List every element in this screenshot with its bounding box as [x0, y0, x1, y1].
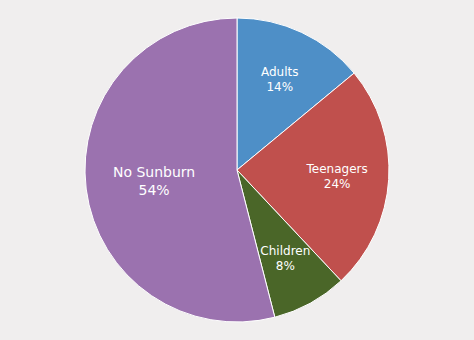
value-label: 54%: [138, 182, 169, 198]
wedges: [85, 18, 389, 322]
pie-chart: Adults14% Teenagers24% Children8% No Sunbur…: [0, 0, 474, 340]
chart-container: Adults14% Teenagers24% Children8% No Sunbur…: [0, 0, 474, 340]
labels: Adults14% Teenagers24% Children8% No Sunbur…: [113, 65, 368, 273]
value-label: 8%: [276, 259, 295, 273]
category-label: Teenagers: [306, 162, 368, 176]
pie-wedge: [85, 18, 275, 322]
category-label: No Sunburn: [113, 164, 195, 180]
category-label: Adults: [261, 65, 299, 79]
value-label: 24%: [324, 177, 351, 191]
pie-wedge: [237, 73, 389, 281]
page: {"chart_data": {"type": "pie", "categori…: [0, 0, 474, 340]
value-label: 14%: [266, 80, 293, 94]
category-label: Children: [260, 244, 310, 258]
